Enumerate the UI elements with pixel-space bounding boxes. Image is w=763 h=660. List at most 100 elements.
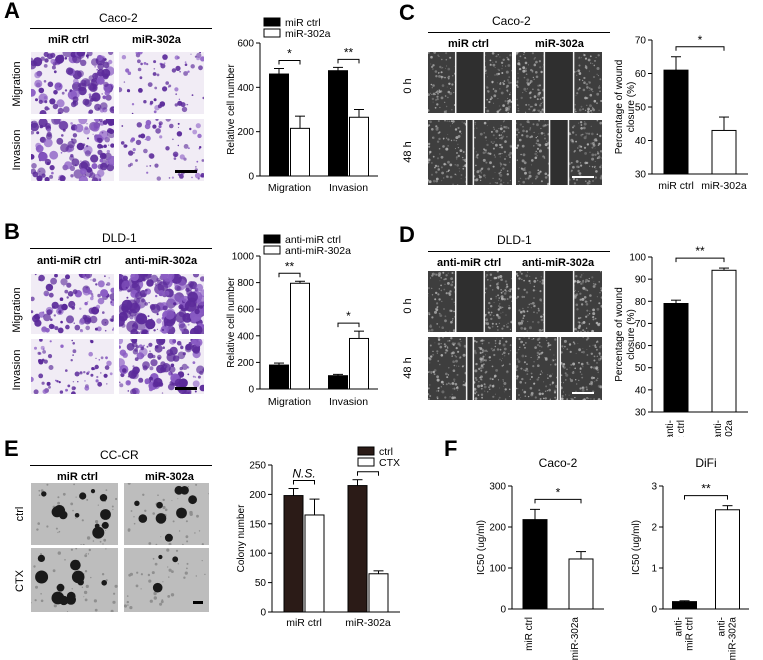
header-line: [428, 32, 610, 33]
colony-image: [30, 547, 118, 613]
y-tick-label: 50: [255, 578, 267, 589]
y-tick-label: 0: [248, 385, 254, 396]
col-label: miR ctrl: [48, 34, 89, 46]
y-tick-label: 100: [629, 253, 646, 264]
legend-swatch: [357, 457, 375, 467]
y-tick-label: 60: [635, 69, 647, 80]
legend-swatch: [357, 446, 375, 456]
bar: [663, 303, 689, 413]
y-tick-label: 150: [249, 519, 266, 530]
y-axis-label: Percentage of wound: [614, 287, 625, 382]
y-tick-label: 50: [635, 103, 647, 114]
significance-bracket: [278, 272, 301, 278]
row-label: 0 h: [402, 298, 414, 314]
y-tick-label: 90: [635, 275, 647, 286]
legend-swatch: [263, 234, 281, 244]
y-tick-label: 40: [635, 136, 647, 147]
significance-bracket: [293, 480, 315, 485]
x-tick-label: anti-: [713, 420, 724, 437]
bar: [368, 573, 389, 613]
cell-line-label: Caco-2: [492, 14, 531, 28]
row-label: Invasion: [11, 349, 23, 391]
col-label: miR ctrl: [57, 471, 98, 483]
bar: [349, 116, 369, 177]
wound-image: [514, 50, 603, 114]
wound-image: [427, 336, 512, 402]
bar: [711, 269, 737, 413]
y-tick-label: 100: [249, 549, 266, 560]
colony-texture: [30, 547, 118, 613]
y-tick-label: 300: [489, 482, 506, 493]
significance-label: *: [346, 309, 351, 323]
header-line: [30, 248, 212, 249]
y-tick-label: 200: [489, 523, 506, 534]
y-tick-label: 100: [489, 564, 506, 575]
panel-letter-a: A: [4, 0, 20, 23]
wound-texture: [426, 119, 513, 186]
cell-line-label: CC-CR: [100, 448, 139, 462]
x-tick-label: miR-302a: [728, 617, 739, 660]
significance-label: **: [695, 244, 705, 258]
significance-bracket: [357, 471, 379, 476]
x-tick-label: miR ctrl: [286, 617, 322, 629]
chart-f1: 0 100 200 300 IC50 (ug/ml) Caco-2 miR ctrl miR-…: [476, 456, 604, 660]
x-tick-label: miR ctrl: [524, 617, 535, 651]
micrograph: [115, 335, 207, 398]
significance-bracket: [684, 495, 728, 500]
legend-swatch: [263, 28, 281, 38]
significance-label: N.S.: [292, 467, 315, 481]
y-axis-label: closure (%): [626, 82, 637, 133]
col-label: miR-302a: [145, 471, 194, 483]
y-tick-label: 0: [260, 608, 266, 619]
cell-line-label: DLD-1: [102, 231, 137, 245]
panel-letter-c: C: [399, 0, 415, 25]
header-line: [30, 28, 212, 29]
panel-letter-e: E: [4, 436, 19, 461]
wound-texture: [515, 270, 604, 334]
bar: [328, 70, 348, 177]
micrograph-texture: [27, 47, 117, 117]
row-label: Migration: [11, 287, 23, 333]
y-axis-label: Percentage of wound: [614, 60, 625, 155]
wound-texture: [514, 50, 603, 114]
y-tick-label: 80: [635, 297, 647, 308]
cell-line-label: Caco-2: [99, 11, 138, 25]
y-tick-label: 400: [237, 331, 254, 342]
col-label: anti-miR ctrl: [37, 255, 102, 267]
y-tick-label: 400: [237, 83, 254, 94]
y-tick-label: 800: [237, 278, 254, 289]
wound-image: [426, 50, 513, 114]
legend-label: ctrl: [379, 446, 393, 458]
panel-letter-d: D: [399, 222, 415, 247]
x-tick-label: miR ctrl: [658, 180, 694, 192]
y-tick-label: 60: [635, 341, 647, 352]
legend-swatch: [263, 17, 281, 27]
y-tick-label: 50: [635, 363, 647, 374]
y-axis-label: Colony number: [236, 504, 247, 572]
col-label: anti-miR-302a: [522, 257, 595, 269]
wound-texture: [515, 336, 603, 402]
chart-e: 0 50 100 150 200 250 Colony number N.S. miR ctrl…: [236, 446, 400, 629]
row-label: Invasion: [11, 129, 23, 171]
y-tick-label: 0: [500, 605, 506, 616]
bar: [283, 495, 304, 613]
chart-b: 0 200 400 600 800 1000 Relative cell number ** M…: [226, 234, 378, 408]
significance-bracket: [337, 58, 360, 64]
header-line: [30, 465, 212, 466]
y-tick-label: 70: [635, 36, 647, 47]
col-label: anti-miR-302a: [125, 255, 198, 267]
significance-bracket: [278, 59, 301, 65]
bar: [715, 509, 740, 610]
colony-image: [31, 483, 118, 546]
wound-image: [515, 270, 604, 334]
legend-label: anti-miR ctrl: [285, 234, 341, 246]
micrograph: [27, 47, 117, 117]
wound-texture: [427, 336, 512, 402]
bar: [711, 129, 737, 175]
significance-label: *: [556, 485, 561, 499]
chart-a: 0 200 400 600 Relative cell number * Migration…: [226, 17, 378, 194]
y-tick-label: 30: [635, 408, 647, 419]
y-tick-label: 3: [651, 482, 657, 493]
x-tick-label: miR-302a: [345, 617, 391, 629]
panel-letter-f: F: [444, 436, 458, 461]
